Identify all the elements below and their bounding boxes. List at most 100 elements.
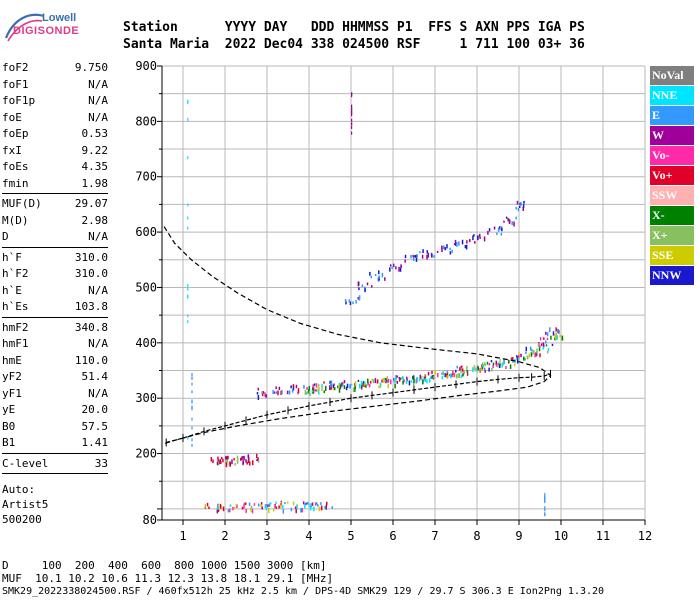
data-point xyxy=(526,356,529,360)
noise-point xyxy=(187,294,189,298)
data-point xyxy=(526,355,529,358)
data-point xyxy=(275,501,277,505)
param-row: C-level 33 xyxy=(2,456,108,473)
data-point xyxy=(236,455,239,459)
data-point xyxy=(415,257,418,262)
data-point xyxy=(483,236,486,242)
noise-point xyxy=(187,117,189,121)
noise-point xyxy=(187,99,189,103)
param-row: B1 1.41 xyxy=(2,435,108,452)
data-point xyxy=(536,351,538,356)
data-point xyxy=(314,502,317,506)
legend-item: X+ xyxy=(650,226,694,245)
data-point xyxy=(463,370,465,375)
data-point xyxy=(401,375,404,380)
data-point xyxy=(520,353,522,358)
noise-point xyxy=(191,426,193,430)
noise-point xyxy=(187,203,189,207)
data-point xyxy=(320,502,322,505)
data-point xyxy=(404,259,406,263)
data-point xyxy=(339,384,342,390)
data-point xyxy=(479,368,481,373)
data-point xyxy=(310,503,312,508)
x-tick-label: 6 xyxy=(389,529,396,543)
param-divider xyxy=(2,246,108,248)
param-divider xyxy=(2,316,108,318)
data-point xyxy=(229,461,231,465)
data-point xyxy=(264,504,267,508)
param-value: N/A xyxy=(88,337,108,350)
noise-point xyxy=(351,111,353,115)
data-point xyxy=(354,385,357,390)
noise-point xyxy=(351,131,353,135)
data-point xyxy=(398,266,400,272)
data-point xyxy=(441,247,443,253)
param-label: B1 xyxy=(2,436,16,449)
param-value: N/A xyxy=(88,77,108,91)
noise-point xyxy=(544,513,546,517)
auto-scaling-line: 500200 xyxy=(2,513,42,526)
data-point xyxy=(286,390,289,395)
data-point xyxy=(431,375,434,379)
data-point xyxy=(492,364,494,369)
data-point xyxy=(232,506,234,511)
data-point xyxy=(529,346,532,351)
data-point xyxy=(331,506,333,509)
data-point xyxy=(333,387,336,391)
data-point xyxy=(398,379,401,382)
data-point xyxy=(341,382,344,387)
data-point xyxy=(459,367,461,371)
data-point xyxy=(317,389,319,393)
data-point xyxy=(534,353,536,358)
y-tick-label: 200 xyxy=(135,447,157,461)
noise-point xyxy=(351,104,353,108)
data-point xyxy=(525,346,528,352)
data-point xyxy=(454,239,457,245)
data-point xyxy=(416,254,418,258)
data-point xyxy=(539,337,542,341)
noise-point xyxy=(351,125,353,129)
data-point xyxy=(499,363,501,366)
data-point xyxy=(533,350,535,354)
param-value: 0.53 xyxy=(81,127,109,140)
data-point xyxy=(486,361,489,365)
legend-item: SSE xyxy=(650,246,694,265)
param-label: B0 xyxy=(2,419,16,433)
param-row: hmE 110.0 xyxy=(2,353,108,370)
data-point xyxy=(472,235,474,241)
data-point xyxy=(304,503,306,506)
data-point xyxy=(303,384,305,389)
data-point xyxy=(296,504,298,510)
data-point xyxy=(443,245,445,250)
data-point xyxy=(216,509,219,514)
data-point xyxy=(292,384,295,388)
data-point xyxy=(244,502,247,505)
data-point xyxy=(371,378,373,382)
data-point xyxy=(446,244,448,249)
data-point xyxy=(419,374,422,380)
param-label: foF1p xyxy=(2,94,36,107)
data-point xyxy=(528,353,531,358)
data-point xyxy=(389,264,392,267)
y-tick-label: 400 xyxy=(135,336,157,350)
digisonde-logo: Lowell DIGISONDE xyxy=(4,10,84,44)
data-point xyxy=(306,501,309,505)
noise-point xyxy=(544,508,546,512)
data-point xyxy=(369,271,371,276)
chart-data-layer xyxy=(163,92,564,517)
series-group xyxy=(210,453,260,468)
data-point xyxy=(523,200,525,204)
data-point xyxy=(427,371,430,376)
data-point xyxy=(323,390,326,394)
noise-point xyxy=(187,287,189,291)
legend-item: SSW xyxy=(650,186,694,205)
data-point xyxy=(488,228,491,232)
data-point xyxy=(412,381,415,387)
data-point xyxy=(389,267,391,272)
data-point xyxy=(545,340,547,344)
data-point xyxy=(511,221,513,226)
data-point xyxy=(495,364,498,367)
data-point xyxy=(247,460,250,463)
data-point xyxy=(291,388,294,393)
data-point xyxy=(233,458,235,461)
